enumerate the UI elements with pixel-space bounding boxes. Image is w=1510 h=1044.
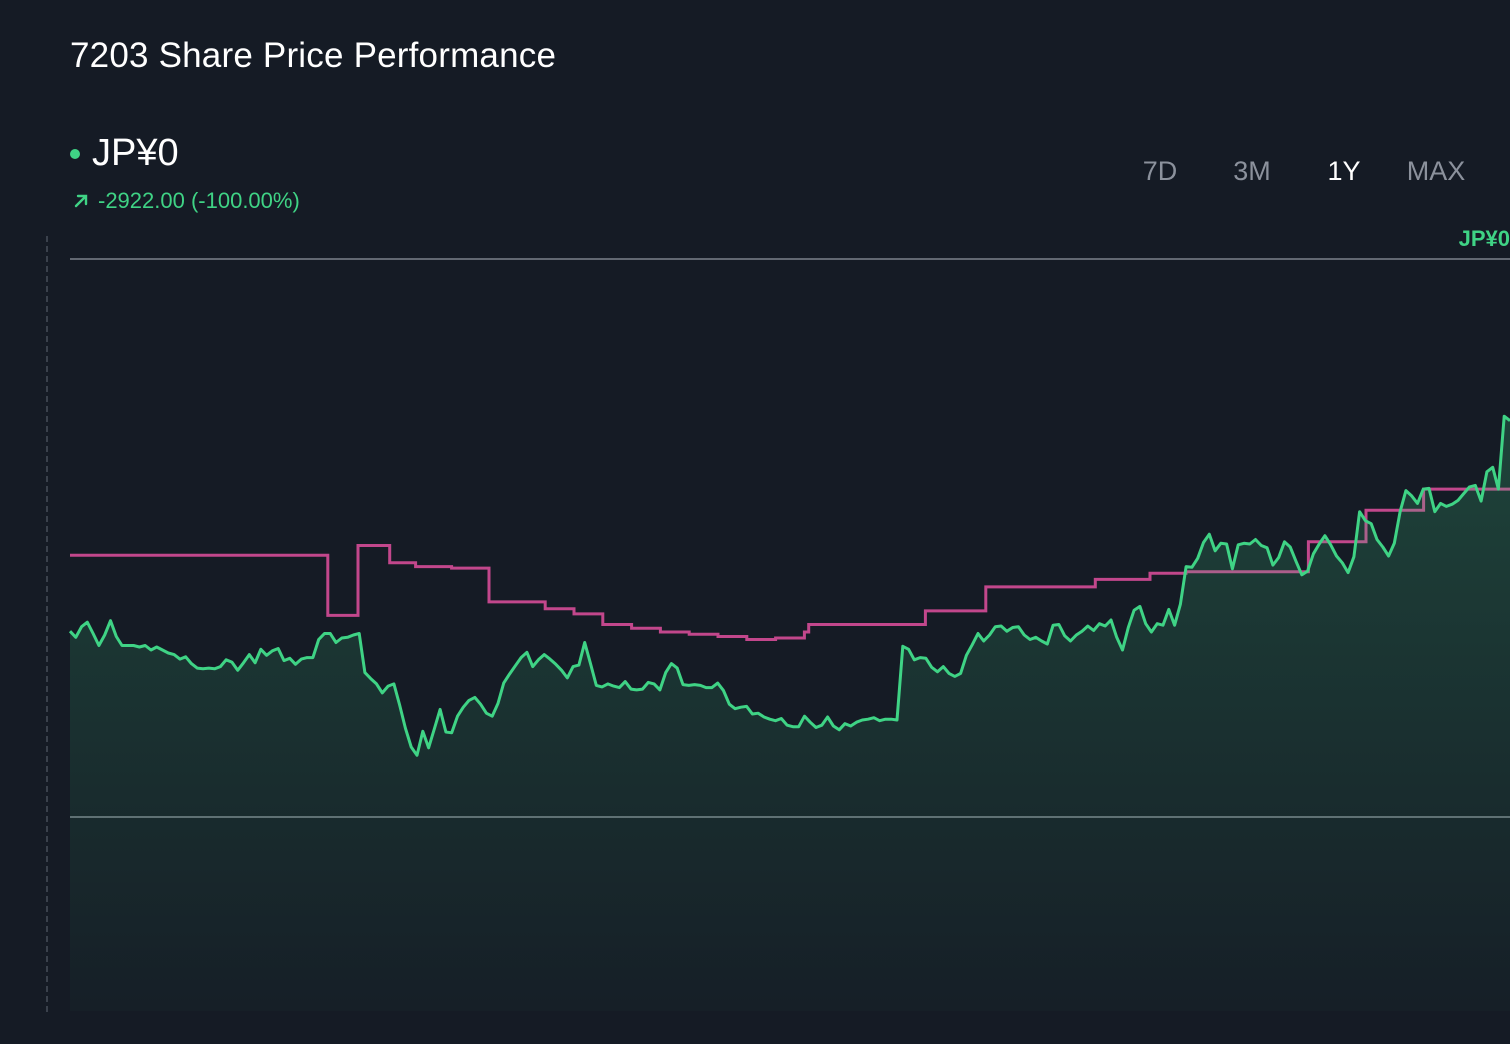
range-selector: 7D 3M 1Y MAX: [1114, 156, 1482, 187]
status-dot-icon: [70, 148, 80, 159]
price-change: -2922.00 (-100.00%): [72, 188, 300, 214]
chart-title: 7203 Share Price Performance: [70, 36, 557, 75]
dashed-axis-line: [46, 236, 48, 1012]
price-area-fill: [70, 416, 1510, 1011]
price-series-line: [68, 414, 1510, 757]
tab-7d[interactable]: 7D: [1142, 156, 1178, 186]
tab-max[interactable]: MAX: [1406, 156, 1466, 186]
tab-3m[interactable]: 3M: [1233, 156, 1271, 186]
benchmark-series-line: [70, 487, 1510, 641]
tab-1y[interactable]: 1Y: [1327, 156, 1361, 186]
arrow-up-right-icon: [74, 194, 88, 208]
price-change-value: -2922.00 (-100.00%): [98, 188, 300, 213]
price-display: JP¥0: [70, 132, 179, 175]
end-price-label: JP¥0: [1458, 226, 1510, 246]
current-price: JP¥0: [92, 132, 179, 174]
